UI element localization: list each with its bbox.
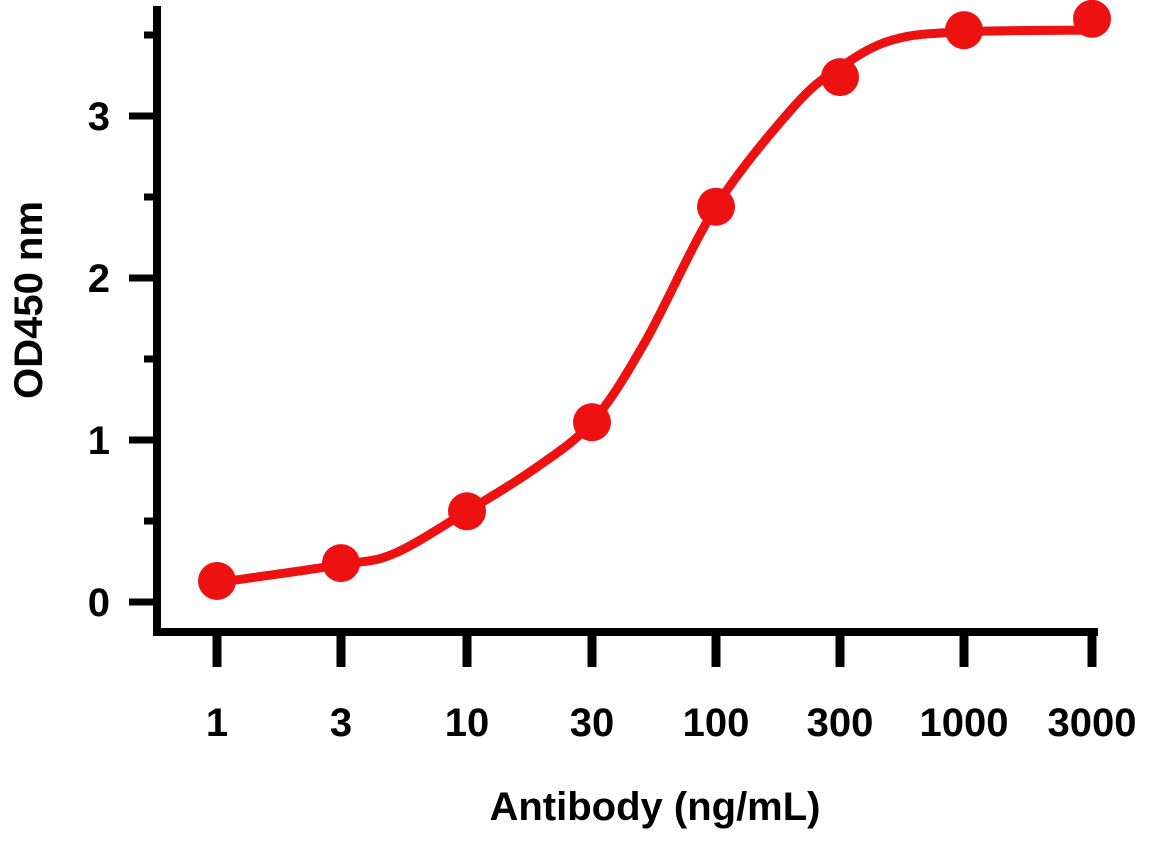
y-tick-label: 1	[88, 419, 110, 463]
x-tick-label: 3000	[1048, 701, 1137, 745]
y-axis-title: OD450 nm	[7, 201, 51, 399]
x-tick-label: 30	[570, 701, 615, 745]
y-tick-label: 2	[88, 257, 110, 301]
x-tick-label: 1000	[920, 701, 1009, 745]
x-tick-label: 10	[445, 701, 490, 745]
fit-curve	[212, 25, 1097, 588]
y-tick-label: 0	[88, 581, 110, 625]
x-axis-title: Antibody (ng/mL)	[489, 785, 820, 829]
x-tick-label: 1	[206, 701, 228, 745]
x-tick-label: 3	[330, 701, 352, 745]
data-point	[573, 403, 611, 442]
data-point	[821, 58, 859, 97]
data-point	[322, 544, 360, 583]
data-point	[697, 187, 735, 226]
axes	[153, 6, 1098, 636]
x-tick-label: 100	[683, 701, 750, 745]
data-point	[945, 11, 983, 50]
y-ticks: 0 1 2 3	[88, 31, 157, 625]
y-tick-label: 3	[88, 95, 110, 139]
x-tick-label: 300	[807, 701, 874, 745]
data-point	[1073, 0, 1111, 38]
data-points	[198, 0, 1111, 600]
x-ticks: 1 3 10 30 100 300 1000 3000	[206, 632, 1137, 745]
data-point	[198, 561, 236, 600]
data-point	[448, 492, 486, 531]
